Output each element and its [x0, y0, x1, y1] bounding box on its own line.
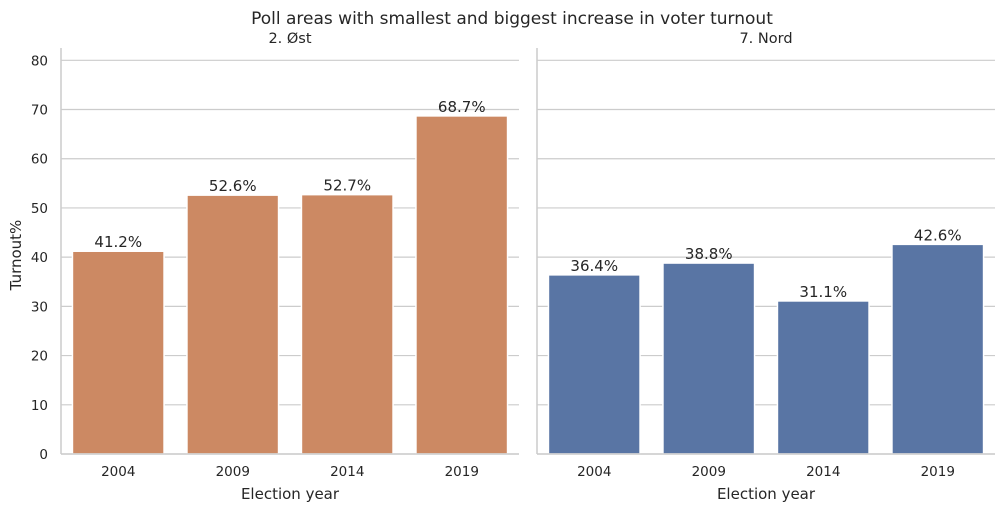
facet-title: 2. Øst [268, 31, 311, 47]
x-tick-label: 2014 [806, 464, 840, 480]
x-tick-label: 2004 [101, 464, 135, 480]
facet-panel-1: 41.2% 2004 52.6% 2009 52.7% 2014 68.7% 2019 2. Ø… [31, 31, 519, 503]
bar-label: 38.8% [685, 245, 733, 263]
y-tick-label: 20 [31, 349, 48, 365]
bar-label: 36.4% [570, 257, 618, 275]
x-axis-label: Election year [241, 485, 340, 503]
y-tick-label: 70 [31, 103, 48, 119]
bar [300, 193, 394, 455]
facet-panel-2: 36.4% 2004 38.8% 2009 31.1% 2014 42.6% 2019 7. N… [536, 31, 995, 503]
bar [776, 300, 870, 455]
x-tick-label: 2014 [330, 464, 364, 480]
y-tick-label: 50 [31, 201, 48, 217]
x-tick-label: 2019 [921, 464, 955, 480]
y-tick-label: 60 [31, 152, 48, 168]
bar-label: 52.6% [209, 177, 257, 195]
y-tick-label: 40 [31, 250, 48, 266]
y-tick-label: 10 [31, 398, 48, 414]
x-tick-label: 2009 [692, 464, 726, 480]
y-tick-label: 80 [31, 53, 48, 69]
facet-title: 7. Nord [739, 31, 792, 47]
x-axis-label: Election year [717, 485, 816, 503]
bar [547, 274, 641, 455]
x-tick-label: 2009 [216, 464, 250, 480]
bar-label: 42.6% [914, 226, 962, 244]
bar-label: 41.2% [94, 233, 142, 251]
bar [662, 262, 756, 455]
y-axis-label: Turnout% [7, 220, 25, 292]
bar [891, 243, 985, 455]
bar-label: 52.7% [323, 177, 371, 195]
bar-label: 31.1% [799, 283, 847, 301]
bar [415, 115, 509, 455]
x-tick-label: 2004 [577, 464, 611, 480]
bar [186, 194, 280, 455]
bar-label: 68.7% [438, 98, 486, 116]
x-tick-label: 2019 [445, 464, 479, 480]
chart-title: Poll areas with smallest and biggest inc… [251, 9, 773, 29]
y-tick-label: 30 [31, 299, 48, 315]
y-tick-label: 0 [39, 447, 48, 463]
bar [71, 250, 165, 455]
